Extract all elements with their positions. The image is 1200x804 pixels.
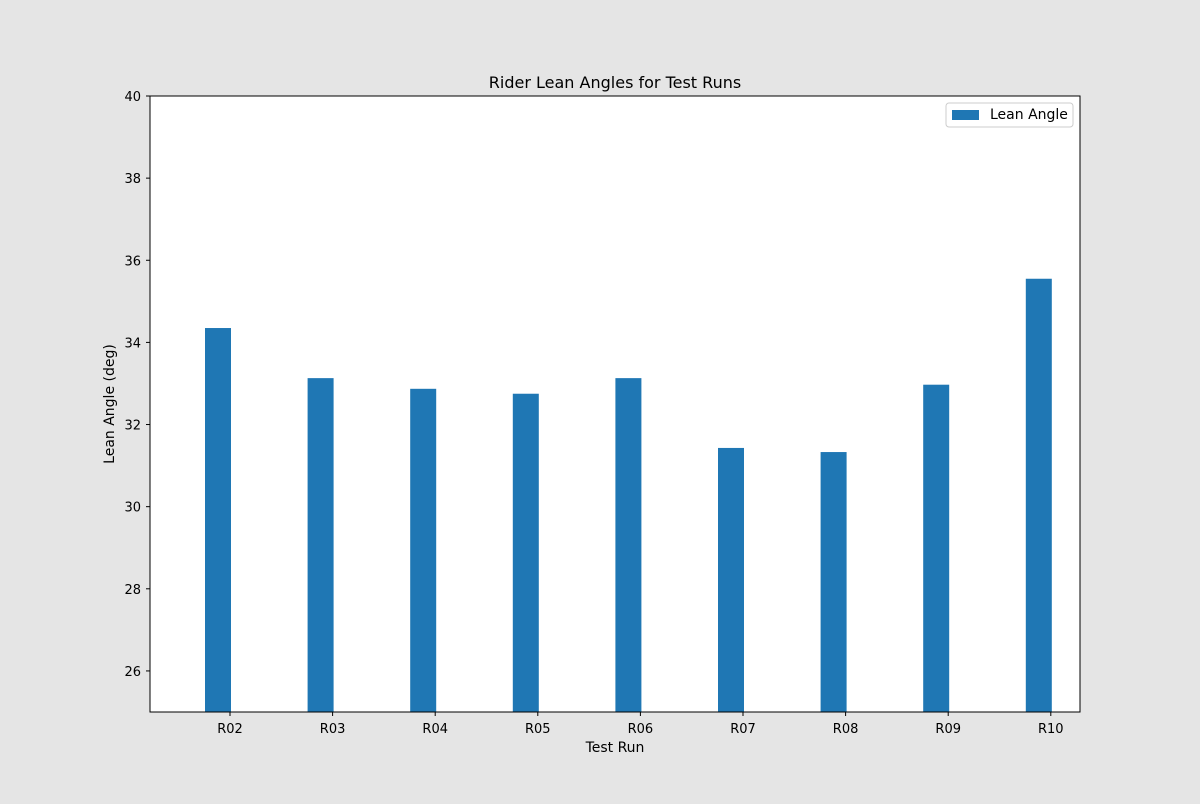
y-tick-label: 34 [124,336,141,351]
plot-frame [149,95,1081,713]
x-tick-label: R05 [525,722,551,737]
y-tick-label: 38 [124,172,141,187]
x-tick-label: R09 [935,722,961,737]
legend-box [945,102,1074,128]
y-axis-ticks: 26 28 30 32 34 36 38 40 [124,90,150,680]
y-tick-label: 26 [124,665,141,680]
bar-r06 [615,378,642,712]
x-tick-label: R10 [1038,722,1064,737]
y-tick-label: 36 [124,254,141,269]
x-tick-label: R03 [320,722,346,737]
bar-r07 [718,447,744,712]
bar-r09 [923,384,950,712]
x-axis-label: Test Run [585,740,645,756]
y-tick-label: 40 [124,90,141,105]
bar-series [205,278,1052,712]
legend-swatch [952,110,979,120]
x-tick-label: R08 [833,722,859,737]
x-axis-ticks: R02 R03 R04 R05 R06 R07 R08 R09 R10 [217,712,1064,737]
bar-r05 [512,393,539,712]
x-tick-label: R04 [422,722,448,737]
x-tick-label: R02 [217,722,243,737]
x-tick-label: R06 [628,722,654,737]
bar-r04 [410,388,437,712]
chart-title: Rider Lean Angles for Test Runs [489,73,741,92]
y-tick-label: 28 [124,583,141,598]
legend-label: Lean Angle [990,107,1068,123]
y-tick-label: 30 [124,501,141,516]
bar-r10 [1025,278,1052,712]
y-axis-label: Lean Angle (deg) [102,344,118,464]
legend: Lean Angle [945,102,1074,128]
bar-r03 [307,378,334,712]
x-tick-label: R07 [730,722,756,737]
y-tick-label: 32 [124,419,141,434]
bar-r02 [205,328,231,712]
bar-r08 [820,452,847,712]
